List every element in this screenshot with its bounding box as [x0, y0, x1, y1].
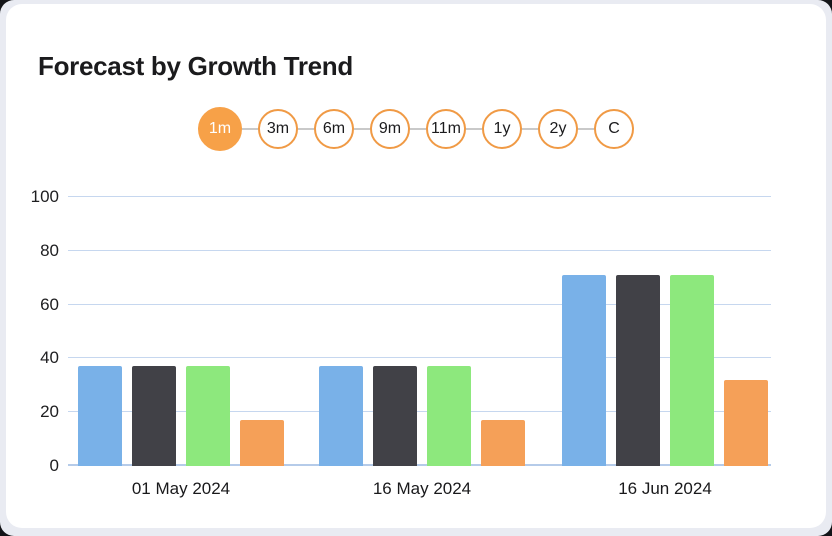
range-connector: [466, 128, 482, 130]
y-tick-label-80: 80: [40, 240, 59, 260]
gridline-60: [68, 303, 771, 305]
bar-green[interactable]: [427, 366, 471, 466]
y-tick-label-100: 100: [30, 187, 59, 206]
range-option-6m[interactable]: 6m: [314, 109, 354, 149]
bar-blue[interactable]: [78, 366, 122, 466]
gridline-100: [68, 196, 771, 197]
range-connector: [578, 128, 594, 130]
y-tick-label-20: 20: [40, 402, 59, 422]
y-tick-label-40: 40: [40, 348, 59, 368]
range-option-11m[interactable]: 11m: [426, 109, 466, 149]
bar-group-2: 16 May 2024: [319, 197, 525, 498]
x-axis-label: 01 May 2024: [131, 479, 231, 498]
bar-chart-plot-area: 0 20 40 60 80 100 01 May 2024 16 May 2024 16 Jun…: [31, 187, 771, 498]
range-option-2y[interactable]: 2y: [538, 109, 578, 149]
range-connector: [522, 128, 538, 130]
range-selector: 1m 3m 6m 9m 11m 1y 2y C: [198, 107, 634, 151]
bar-group-1: 01 May 2024: [78, 197, 284, 498]
y-tick-label-60: 60: [40, 294, 59, 314]
range-option-1y[interactable]: 1y: [482, 109, 522, 149]
gridline-40: [68, 357, 771, 359]
range-option-9m[interactable]: 9m: [370, 109, 410, 149]
bar-green[interactable]: [670, 275, 714, 466]
bar-orange[interactable]: [724, 379, 768, 466]
range-connector: [410, 128, 426, 130]
chart-title: Forecast by Growth Trend: [38, 51, 353, 82]
bar-charcoal[interactable]: [132, 366, 176, 466]
range-connector: [242, 128, 258, 130]
bar-orange[interactable]: [481, 420, 525, 466]
bar-charcoal[interactable]: [616, 275, 660, 466]
range-option-1m[interactable]: 1m: [198, 107, 242, 151]
x-axis-label: 16 Jun 2024: [618, 479, 712, 498]
bar-orange[interactable]: [240, 420, 284, 466]
range-option-c[interactable]: C: [594, 109, 634, 149]
gridline-20: [68, 411, 771, 413]
chart-card: Forecast by Growth Trend 1m 3m 6m 9m 11m 1y 2y…: [6, 4, 826, 528]
range-connector: [354, 128, 370, 130]
bar-green[interactable]: [186, 366, 230, 466]
bar-charcoal[interactable]: [373, 366, 417, 466]
range-connector: [298, 128, 314, 130]
x-axis-label: 16 May 2024: [372, 479, 472, 498]
range-option-3m[interactable]: 3m: [258, 109, 298, 149]
gridline-80: [68, 249, 771, 251]
bar-group-3: 16 Jun 2024: [562, 197, 768, 498]
bar-blue[interactable]: [562, 275, 606, 466]
y-tick-label-0: 0: [49, 456, 59, 475]
bar-blue[interactable]: [319, 366, 363, 466]
gridline-0: [68, 464, 771, 466]
